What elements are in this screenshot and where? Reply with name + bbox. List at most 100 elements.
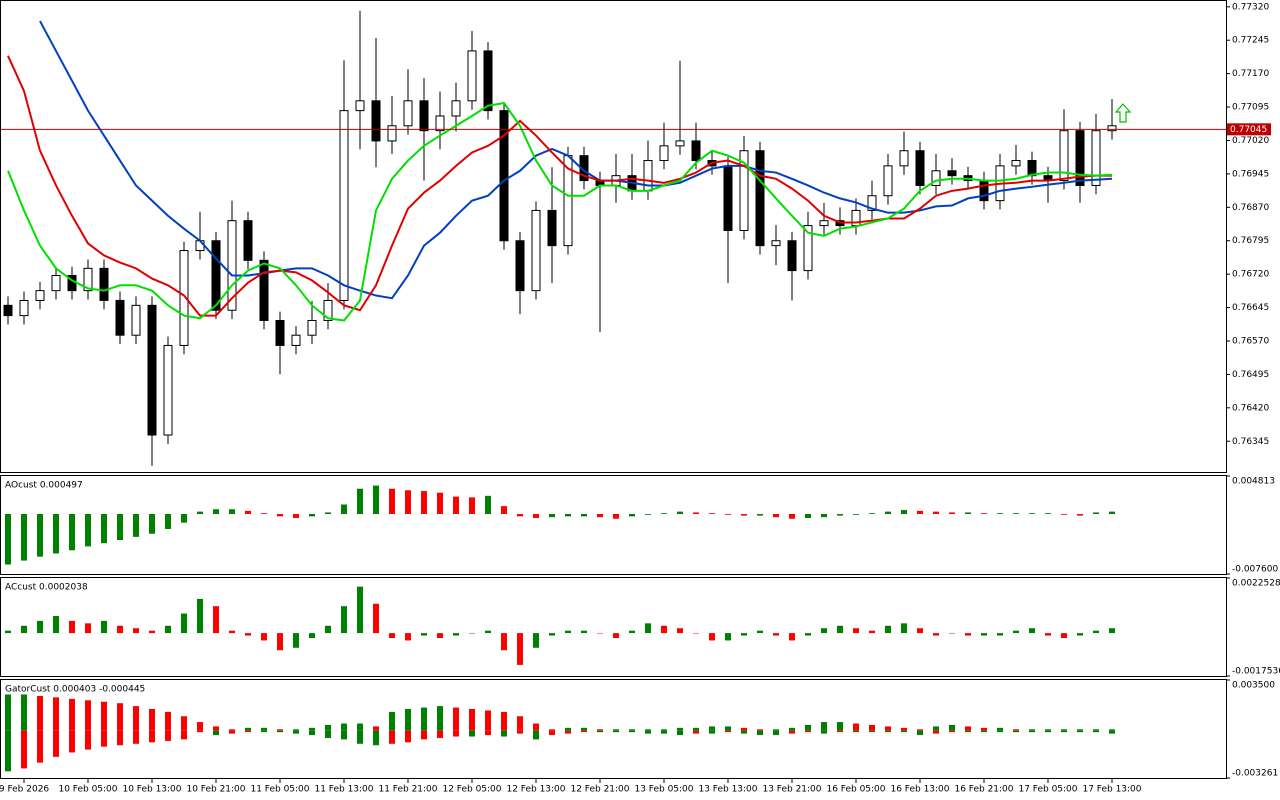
gator-bar (117, 730, 123, 746)
histogram-bar (501, 633, 507, 651)
histogram-bar (741, 513, 747, 516)
gator-bar (181, 730, 187, 740)
histogram-bar (245, 510, 251, 514)
y-tick-label: 0.76945 (1232, 169, 1269, 179)
histogram-bar (645, 513, 651, 515)
gator-bar (181, 716, 187, 731)
gator-bar (277, 729, 283, 731)
gator-bar (293, 730, 299, 734)
gator-bar (581, 727, 587, 731)
histogram-bar (901, 510, 907, 514)
histogram-bar (357, 586, 363, 634)
histogram-bar (293, 513, 299, 518)
histogram-bar (597, 513, 603, 518)
y-tick-label: 0.77320 (1232, 2, 1269, 12)
gator-bar (421, 730, 427, 740)
gator-bar (757, 729, 763, 731)
gator-bar (341, 730, 347, 740)
gator-bar (517, 716, 523, 731)
gator-bar (453, 730, 459, 737)
candle-body (99, 267, 109, 301)
gator-bar (1109, 729, 1115, 731)
candle-body (1075, 130, 1085, 186)
histogram-bar (341, 504, 347, 514)
gator-bar (725, 730, 731, 733)
gator-bar (1077, 730, 1083, 733)
candle-body (275, 319, 285, 346)
gator-bar (5, 694, 11, 731)
candle-body (531, 209, 541, 292)
histogram-bar (645, 623, 651, 634)
gator-bar (421, 707, 427, 731)
histogram-bar (949, 512, 955, 514)
gator-bar (165, 730, 171, 741)
x-tick-label: 11 Feb 21:00 (378, 785, 437, 795)
candle-body (675, 140, 685, 147)
histogram-bar (821, 628, 827, 634)
candle-body (787, 240, 797, 272)
gator-bar (85, 730, 91, 750)
candle-body (3, 304, 13, 317)
histogram-bar (677, 628, 683, 634)
gator-bar (629, 729, 635, 731)
candle-body (659, 145, 669, 162)
histogram-bar (581, 630, 587, 634)
histogram-bar (613, 513, 619, 519)
candle-body (515, 240, 525, 292)
gator-bar (1029, 730, 1035, 733)
histogram-bar (917, 628, 923, 634)
histogram-bar (693, 512, 699, 514)
gator-bar (885, 730, 891, 733)
gator-bar (693, 730, 699, 734)
gator-bar (1061, 729, 1067, 731)
histogram-bar (581, 513, 587, 517)
candle-body (547, 209, 557, 247)
gator-bar (821, 722, 827, 731)
candle-body (979, 180, 989, 202)
histogram-bar (453, 496, 459, 514)
histogram-bar (117, 625, 123, 634)
gator-bar (661, 730, 667, 734)
candle-body (35, 290, 45, 301)
histogram-bar (85, 513, 91, 547)
gator-bar (629, 730, 635, 733)
histogram-bar (437, 633, 443, 638)
y-tick-label: 0.76645 (1232, 303, 1269, 313)
gator-bar (677, 727, 683, 731)
histogram-bar (1061, 633, 1067, 638)
gator-bar (469, 708, 475, 731)
gator-bar (805, 730, 811, 733)
y-tick-label: -0.0017536 (1232, 667, 1280, 677)
gator-bar (725, 726, 731, 731)
histogram-bar (869, 630, 875, 634)
gator-bar (501, 711, 507, 731)
gator-bar (693, 727, 699, 731)
histogram-bar (725, 633, 731, 641)
histogram-bar (965, 633, 971, 636)
candle-body (211, 240, 221, 311)
histogram-bar (133, 628, 139, 634)
gator-bar (197, 722, 203, 731)
gator-bar (261, 727, 267, 731)
gator-bar (549, 730, 555, 736)
histogram-bar (437, 492, 443, 514)
histogram-bar (805, 633, 811, 636)
gator-bar (757, 730, 763, 736)
gator-bar (997, 730, 1003, 733)
histogram-bar (565, 513, 571, 517)
histogram-bar (341, 606, 347, 634)
histogram-bar (149, 513, 155, 534)
histogram-bar (1029, 513, 1035, 514)
histogram-bar (37, 620, 43, 634)
gator-bar (869, 730, 875, 733)
histogram-bar (981, 513, 987, 514)
gator-bar (677, 730, 683, 736)
candle-body (771, 240, 781, 247)
gator-bar (837, 730, 843, 733)
histogram-bar (1093, 512, 1099, 514)
gator-bar (805, 724, 811, 731)
y-tick-label: 0.76420 (1232, 403, 1269, 413)
gator-bar (1029, 729, 1035, 731)
histogram-bar (229, 630, 235, 634)
histogram-bar (949, 633, 955, 634)
